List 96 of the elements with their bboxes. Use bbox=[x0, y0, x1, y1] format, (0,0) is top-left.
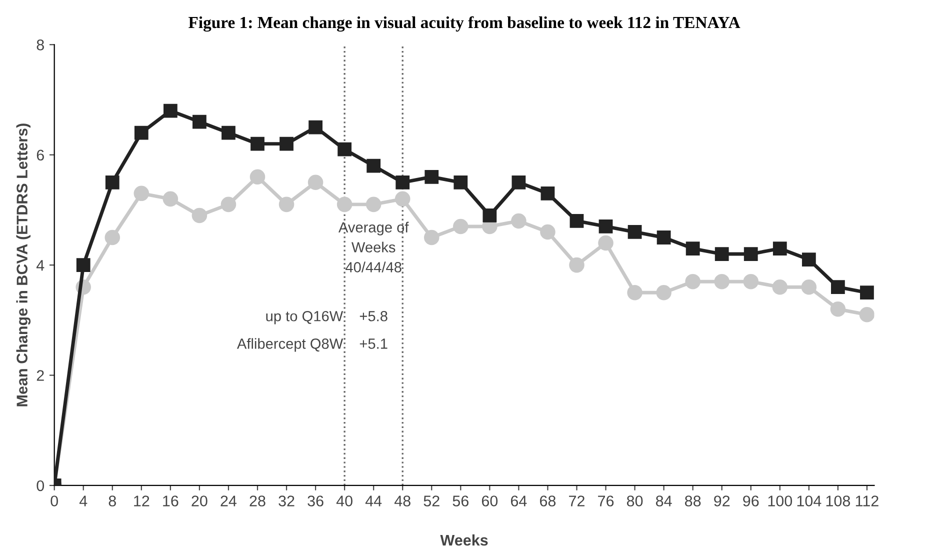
point bbox=[163, 104, 178, 118]
point bbox=[278, 196, 294, 212]
point bbox=[162, 191, 178, 207]
x-tick-label: 88 bbox=[685, 496, 701, 506]
x-tick-label: 108 bbox=[826, 496, 850, 506]
x-tick-label: 60 bbox=[482, 496, 498, 506]
point bbox=[772, 242, 787, 256]
y-tick-label: 0 bbox=[36, 480, 44, 492]
point bbox=[801, 279, 817, 295]
x-tick-label: 32 bbox=[278, 496, 294, 506]
point bbox=[76, 258, 90, 272]
point bbox=[511, 213, 526, 229]
y-tick-label: 8 bbox=[36, 40, 44, 50]
x-tick-label: 76 bbox=[598, 496, 614, 506]
x-tick-label: 12 bbox=[134, 496, 150, 506]
y-tick-label: 6 bbox=[36, 150, 44, 161]
x-tick-label: 68 bbox=[540, 496, 556, 506]
point bbox=[220, 196, 236, 212]
point bbox=[424, 170, 439, 184]
point bbox=[540, 224, 556, 240]
x-tick-label: 36 bbox=[308, 496, 324, 506]
x-axis-title: Weeks bbox=[440, 534, 488, 546]
point bbox=[308, 174, 324, 190]
point bbox=[192, 208, 208, 224]
x-tick-label: 80 bbox=[626, 496, 643, 506]
point bbox=[772, 279, 788, 295]
point bbox=[394, 191, 410, 207]
x-tick-label: 96 bbox=[743, 496, 759, 506]
x-tick-label: 0 bbox=[50, 496, 58, 506]
x-tick-label: 100 bbox=[768, 496, 792, 506]
point bbox=[569, 257, 584, 273]
x-tick-label: 24 bbox=[220, 496, 237, 506]
point bbox=[366, 158, 381, 173]
point bbox=[686, 242, 700, 256]
point bbox=[512, 175, 526, 190]
x-tick-label: 16 bbox=[163, 496, 178, 506]
annotation: +5.8 bbox=[360, 310, 388, 322]
point bbox=[134, 126, 148, 140]
point bbox=[685, 274, 700, 290]
x-tick-label: 72 bbox=[569, 496, 584, 506]
point bbox=[104, 230, 120, 246]
point bbox=[396, 175, 410, 190]
annotation: Aflibercept Q8W bbox=[236, 338, 344, 352]
point bbox=[424, 230, 440, 246]
x-tick-label: 48 bbox=[394, 496, 410, 506]
point bbox=[628, 225, 642, 239]
point bbox=[338, 142, 352, 156]
point bbox=[656, 230, 671, 244]
point bbox=[860, 286, 874, 300]
point bbox=[802, 252, 816, 266]
point bbox=[192, 114, 206, 129]
point bbox=[250, 136, 264, 151]
point bbox=[366, 196, 382, 212]
annotation: +5.1 bbox=[360, 338, 388, 349]
chart-title: Figure 1: Mean change in visual acuity from baseline to week 112 in TENAYA bbox=[188, 16, 740, 32]
point bbox=[570, 214, 584, 228]
x-tick-label: 112 bbox=[856, 496, 878, 506]
point bbox=[222, 126, 236, 140]
y-tick-label: 4 bbox=[36, 260, 44, 271]
point bbox=[714, 247, 729, 261]
point bbox=[280, 136, 294, 151]
point bbox=[598, 235, 614, 251]
x-tick-label: 104 bbox=[797, 496, 822, 506]
annotation: Average of Weeks 40/44/48 bbox=[338, 222, 409, 272]
point bbox=[627, 284, 642, 300]
x-tick-label: 28 bbox=[250, 496, 266, 506]
point bbox=[482, 208, 497, 222]
point bbox=[598, 220, 613, 234]
point bbox=[454, 175, 468, 190]
x-tick-label: 52 bbox=[424, 496, 440, 506]
point bbox=[714, 274, 730, 290]
x-tick-label: 64 bbox=[510, 496, 527, 506]
point bbox=[656, 284, 672, 300]
point bbox=[336, 196, 352, 212]
point bbox=[830, 301, 846, 317]
point bbox=[859, 307, 874, 322]
x-tick-label: 84 bbox=[656, 496, 672, 506]
x-tick-label: 20 bbox=[192, 496, 208, 506]
point bbox=[250, 169, 266, 185]
point bbox=[540, 186, 555, 200]
point bbox=[308, 120, 322, 134]
x-tick-label: 56 bbox=[452, 496, 468, 506]
y-tick-label: 2 bbox=[36, 370, 44, 381]
annotation: up to Q16W bbox=[266, 310, 344, 324]
x-tick-label: 40 bbox=[336, 496, 352, 506]
point bbox=[744, 247, 758, 261]
point bbox=[453, 218, 468, 234]
point bbox=[743, 274, 759, 290]
point bbox=[105, 175, 120, 190]
y-axis-title: Mean Change in BCVA (ETDRS Letters) bbox=[16, 124, 31, 406]
point bbox=[134, 186, 150, 202]
x-tick-label: 4 bbox=[79, 496, 88, 506]
point bbox=[831, 280, 845, 294]
x-tick-label: 44 bbox=[365, 496, 382, 506]
x-tick-label: 92 bbox=[714, 496, 730, 506]
x-tick-label: 8 bbox=[108, 496, 116, 506]
